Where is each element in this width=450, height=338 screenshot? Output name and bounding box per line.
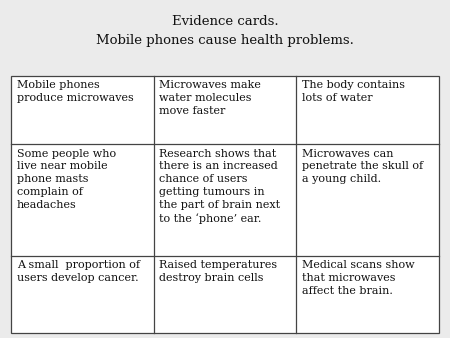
Text: Microwaves make
water molecules
move faster: Microwaves make water molecules move fas… bbox=[159, 80, 261, 116]
Text: Microwaves can
penetrate the skull of
a young child.: Microwaves can penetrate the skull of a … bbox=[302, 148, 423, 184]
Text: Raised temperatures
destroy brain cells: Raised temperatures destroy brain cells bbox=[159, 260, 277, 283]
Text: Evidence cards.
Mobile phones cause health problems.: Evidence cards. Mobile phones cause heal… bbox=[96, 15, 354, 47]
Text: A small  proportion of
users develop cancer.: A small proportion of users develop canc… bbox=[17, 260, 140, 283]
Text: Medical scans show
that microwaves
affect the brain.: Medical scans show that microwaves affec… bbox=[302, 260, 414, 296]
Text: Some people who
live near mobile
phone masts
complain of
headaches: Some people who live near mobile phone m… bbox=[17, 148, 116, 210]
Text: Research shows that
there is an increased
chance of users
getting tumours in
the: Research shows that there is an increase… bbox=[159, 148, 280, 223]
Text: Mobile phones
produce microwaves: Mobile phones produce microwaves bbox=[17, 80, 133, 103]
Text: The body contains
lots of water: The body contains lots of water bbox=[302, 80, 405, 103]
